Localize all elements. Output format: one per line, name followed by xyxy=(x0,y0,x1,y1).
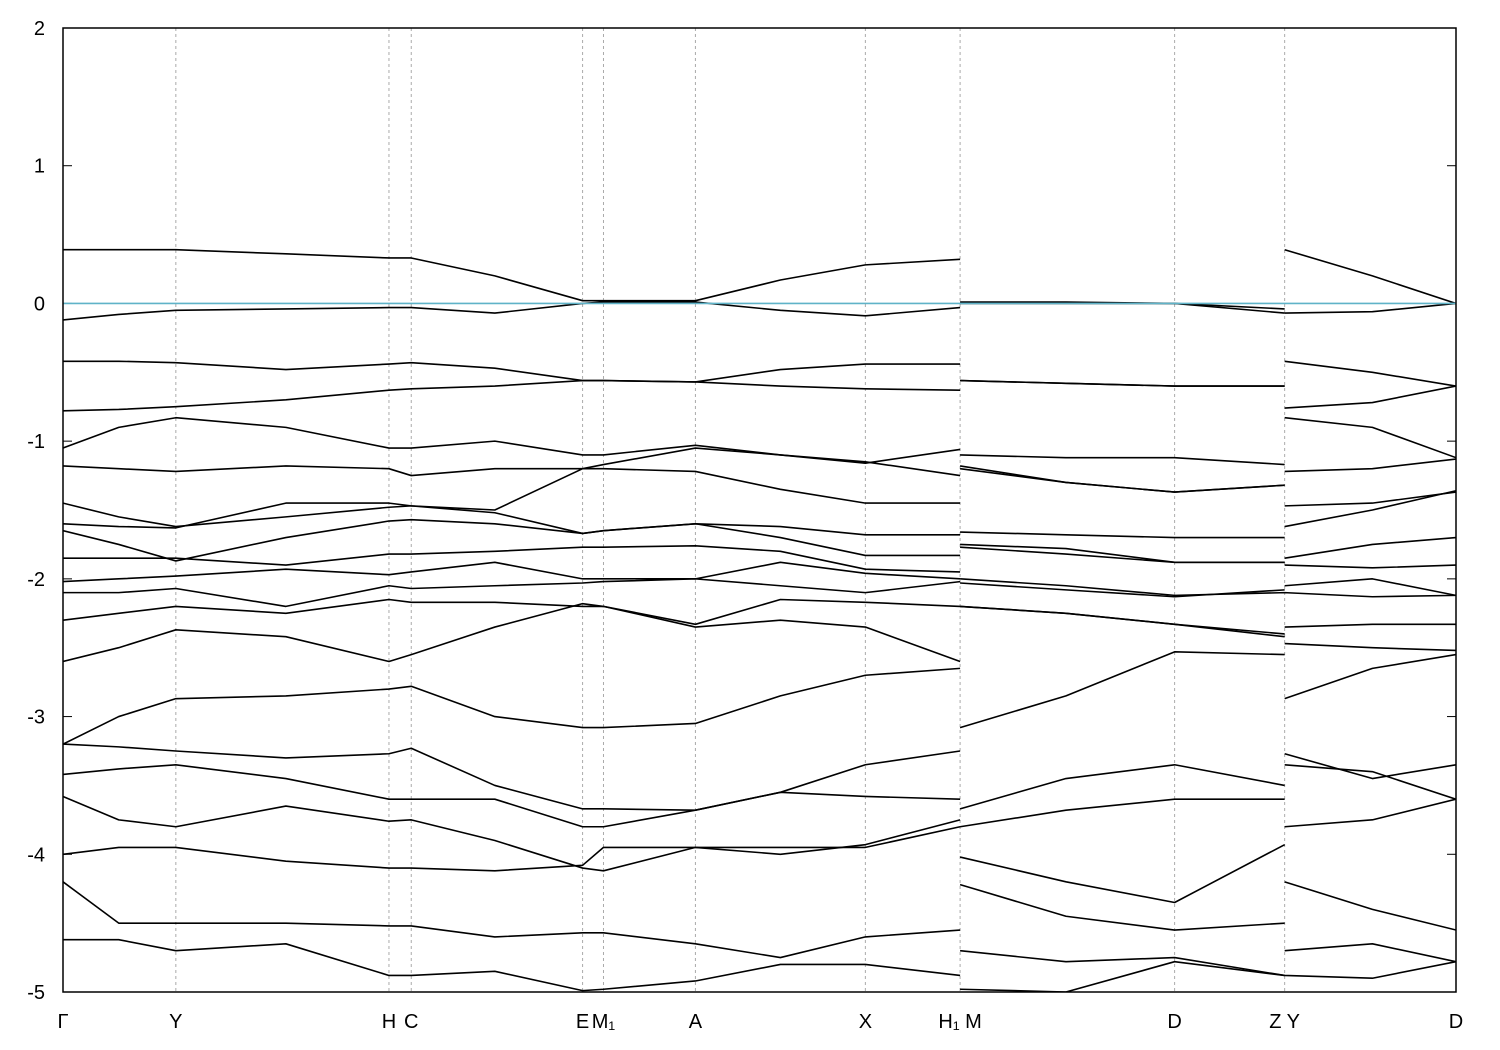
band-line xyxy=(63,489,1456,539)
y-tick-label: -1 xyxy=(27,431,45,453)
x-tick-label: X xyxy=(859,1011,872,1033)
y-tick-label: 1 xyxy=(34,156,45,178)
band-line xyxy=(63,447,1456,528)
band-line xyxy=(63,651,1456,745)
x-tick-label: A xyxy=(689,1011,703,1033)
x-tick-label: E xyxy=(576,1011,589,1033)
y-tick-label: 2 xyxy=(34,18,45,40)
x-tick-label: Z Y xyxy=(1269,1011,1300,1033)
x-tick-label: H xyxy=(382,1011,396,1033)
x-tick-label: Y xyxy=(169,1011,182,1033)
band-line xyxy=(63,938,1456,992)
x-tick-label: Γ xyxy=(57,1011,68,1033)
band-line xyxy=(63,819,1456,931)
x-tick-label: C xyxy=(404,1011,418,1033)
band-line xyxy=(63,795,1456,904)
band-line xyxy=(63,360,1456,387)
band-line xyxy=(63,458,1456,504)
x-tick-label: H₁ M xyxy=(938,1011,981,1033)
y-tick-label: -4 xyxy=(27,844,45,866)
band-line xyxy=(63,763,1456,828)
y-tick-label: -5 xyxy=(27,982,45,1004)
x-tick-label: M₁ xyxy=(592,1011,616,1033)
band-line xyxy=(63,578,1456,608)
band-line xyxy=(63,881,1456,977)
band-line xyxy=(63,602,1456,663)
band-line xyxy=(63,379,1456,412)
band-line xyxy=(63,416,1456,466)
y-tick-label: 0 xyxy=(34,293,45,315)
band-line xyxy=(63,545,1456,573)
band-line xyxy=(63,301,1456,321)
x-tick-label: D xyxy=(1449,1011,1463,1033)
x-tick-label: D xyxy=(1167,1011,1181,1033)
bands xyxy=(63,248,1456,992)
plot-frame xyxy=(62,27,1457,993)
band-line xyxy=(63,561,1456,598)
y-tick-label: -2 xyxy=(27,569,45,591)
y-tick-label: -3 xyxy=(27,707,45,729)
